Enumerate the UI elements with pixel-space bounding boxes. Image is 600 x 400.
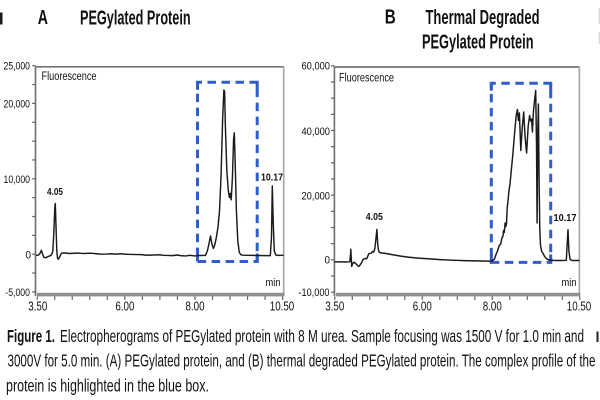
svg-text:0: 0 bbox=[26, 249, 32, 261]
svg-text:3.50: 3.50 bbox=[325, 299, 344, 314]
svg-text:Electropherograms of PEGylated: Electropherograms of PEGylated protein w… bbox=[60, 326, 584, 346]
svg-text:10,000: 10,000 bbox=[4, 174, 31, 186]
svg-text:Fluorescence: Fluorescence bbox=[339, 73, 394, 85]
svg-text:min: min bbox=[562, 277, 577, 289]
svg-text:protein is highlighted in the: protein is highlighted in the blue box. bbox=[6, 375, 209, 395]
svg-text:6.00: 6.00 bbox=[115, 299, 134, 314]
svg-text:10.17: 10.17 bbox=[554, 212, 577, 224]
svg-text:25,000: 25,000 bbox=[4, 61, 31, 73]
svg-text:10.50: 10.50 bbox=[270, 299, 295, 314]
svg-text:PEGylated Protein: PEGylated Protein bbox=[422, 32, 534, 54]
svg-text:min: min bbox=[266, 277, 281, 289]
svg-text:60,000: 60,000 bbox=[302, 61, 331, 73]
svg-text:20,000: 20,000 bbox=[302, 191, 331, 203]
svg-text:20,000: 20,000 bbox=[4, 99, 31, 111]
svg-text:8.00: 8.00 bbox=[186, 299, 205, 314]
svg-text:B: B bbox=[385, 7, 396, 29]
svg-text:6.00: 6.00 bbox=[413, 299, 432, 314]
svg-text:Figure 1.: Figure 1. bbox=[7, 326, 55, 346]
svg-text:-5,000: -5,000 bbox=[5, 287, 30, 299]
svg-text:0: 0 bbox=[325, 255, 331, 267]
svg-text:10.17: 10.17 bbox=[261, 171, 283, 183]
svg-text:Thermal Degraded: Thermal Degraded bbox=[426, 7, 540, 29]
svg-text:10.50: 10.50 bbox=[567, 299, 592, 314]
svg-text:Fluorescence: Fluorescence bbox=[42, 71, 97, 83]
svg-text:3.50: 3.50 bbox=[28, 299, 47, 314]
svg-text:4.05: 4.05 bbox=[366, 211, 383, 223]
svg-text:4.05: 4.05 bbox=[47, 186, 63, 198]
svg-text:8.00: 8.00 bbox=[483, 299, 502, 314]
svg-text:40,000: 40,000 bbox=[302, 126, 331, 138]
svg-text:PEGylated Protein: PEGylated Protein bbox=[80, 7, 191, 29]
svg-text:3000V for 5.0 min. (A) PEGylat: 3000V for 5.0 min. (A) PEGylated protein… bbox=[8, 350, 596, 370]
svg-text:A: A bbox=[38, 7, 48, 29]
svg-text:-10,000: -10,000 bbox=[299, 287, 330, 299]
